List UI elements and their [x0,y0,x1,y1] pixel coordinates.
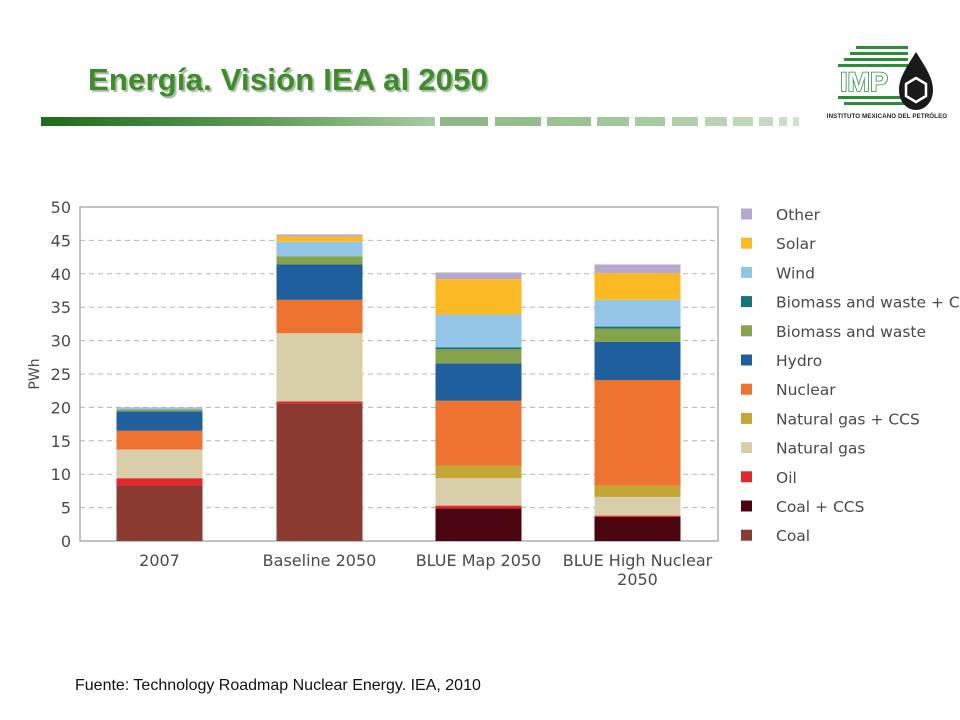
imp-logo: IMP [838,46,933,110]
bar-baseline-2050-biomass-and-waste [276,256,363,265]
bar-blue-high-nuclear-2050-biomass-and-waste [594,328,681,342]
legend-swatch-natural-gas-ccs [741,412,752,424]
y-tick-label-5: 5 [61,499,71,518]
bar-blue-map-2050-solar [435,279,522,315]
legend-swatch-hydro [741,354,752,366]
bar-blue-map-2050-biomass-and-waste [435,349,522,364]
bar-blue-map-2050-other [435,272,522,280]
legend-swatch-natural-gas [741,442,752,454]
bar-baseline-2050-wind [276,241,363,257]
bar-baseline-2050-solar [276,236,363,242]
bar-blue-high-nuclear-2050-biomass-and-waste-ccs [594,326,681,329]
y-tick-label-10: 10 [51,465,71,484]
legend-label-coal: Coal [776,527,810,545]
bar-2007-wind [116,408,203,410]
logo-stripes [838,46,908,105]
legend-swatch-other [741,208,752,220]
bar-2007-coal [116,485,203,541]
bar-blue-high-nuclear-2050-coal-ccs [594,516,681,541]
bar-blue-high-nuclear-2050-solar [594,273,681,300]
bar-blue-map-2050-coal-ccs [435,508,522,541]
bar-baseline-2050-hydro [276,264,363,300]
y-tick-label-45: 45 [51,231,71,250]
bar-2007-other [116,407,203,409]
legend-swatch-biomass-and-waste-ccs [741,296,752,308]
y-tick-label-0: 0 [61,532,71,551]
y-tick-label-15: 15 [51,432,71,451]
legend-label-solar: Solar [776,235,816,253]
y-tick-label-30: 30 [51,332,71,351]
y-axis-label: PWh [27,358,43,389]
bar-blue-high-nuclear-2050-nuclear [594,380,681,486]
legend-label-hydro: Hydro [776,352,822,370]
x-tick-label-2007: 2007 [139,551,180,570]
legend-label-natural-gas-ccs: Natural gas + CCS [776,410,920,428]
bar-blue-high-nuclear-2050-oil [594,515,681,517]
bar-blue-high-nuclear-2050-hydro [594,341,681,381]
legend-swatch-solar [741,237,752,249]
y-tick-label-50: 50 [51,198,71,217]
bar-blue-map-2050-oil [435,505,522,509]
bar-blue-map-2050-biomass-and-waste-ccs [435,347,522,350]
bar-2007-hydro [116,411,203,431]
bar-blue-map-2050-nuclear [435,400,522,466]
x-tick-label-baseline-2050: Baseline 2050 [263,551,377,570]
logo-wordmark: IMP [840,67,888,97]
legend-label-oil: Oil [776,469,797,487]
bar-baseline-2050-other [276,234,363,237]
y-tick-label-40: 40 [51,265,71,284]
legend-swatch-coal-ccs [741,500,752,512]
bar-blue-map-2050-hydro [435,363,522,401]
legend-label-other: Other [776,206,821,224]
bar-baseline-2050-nuclear [276,299,363,334]
bar-blue-map-2050-natural-gas [435,478,522,506]
bar-blue-map-2050-wind [435,314,522,348]
legend-label-natural-gas: Natural gas [776,440,866,458]
x-tick-label-blue-high-nuclear-2050: BLUE High Nuclear 2050 [563,551,713,589]
bar-baseline-2050-natural-gas [276,333,363,402]
legend-swatch-coal [741,529,752,541]
y-tick-label-35: 35 [51,298,71,317]
legend-label-biomass-and-waste: Biomass and waste [776,323,926,341]
bar-2007-nuclear [116,430,203,450]
bar-baseline-2050-oil [276,401,363,404]
legend-swatch-oil [741,471,752,483]
bar-2007-natural-gas [116,449,203,479]
x-tick-label-blue-map-2050: BLUE Map 2050 [416,551,542,570]
bar-blue-high-nuclear-2050-natural-gas-ccs [594,485,681,497]
bar-blue-high-nuclear-2050-wind [594,299,681,327]
title-underline [41,117,799,126]
legend-swatch-wind [741,266,752,278]
legend-label-coal-ccs: Coal + CCS [776,498,864,516]
bar-baseline-2050-coal [276,403,363,541]
legend-swatch-biomass-and-waste [741,325,752,337]
legend-swatch-nuclear [741,383,752,395]
bar-blue-map-2050-natural-gas-ccs [435,465,522,479]
stacked-bar-chart: 0 5 10 15 20 25 30 35 40 45 50 PWh 2007 Baseline 2050… [27,198,960,589]
bar-2007-oil [116,478,203,486]
y-tick-label-25: 25 [51,365,71,384]
legend-label-biomass-and-waste-ccs: Biomass and waste + CCS [776,294,960,312]
bar-2007-biomass-and-waste [116,409,203,412]
bar-blue-high-nuclear-2050-other [594,264,681,274]
source-citation: Fuente: Technology Roadmap Nuclear Energ… [75,677,481,694]
bar-blue-high-nuclear-2050-natural-gas [594,496,681,516]
logo-caption: INSTITUTO MEXICANO DEL PETRÓLEO [826,113,948,120]
slide-title: Energía. Visión IEA al 2050 [88,62,488,97]
y-tick-label-20: 20 [51,398,71,417]
logo-hexagon-icon [904,76,928,104]
legend-label-nuclear: Nuclear [776,381,836,399]
legend-label-wind: Wind [776,264,815,282]
